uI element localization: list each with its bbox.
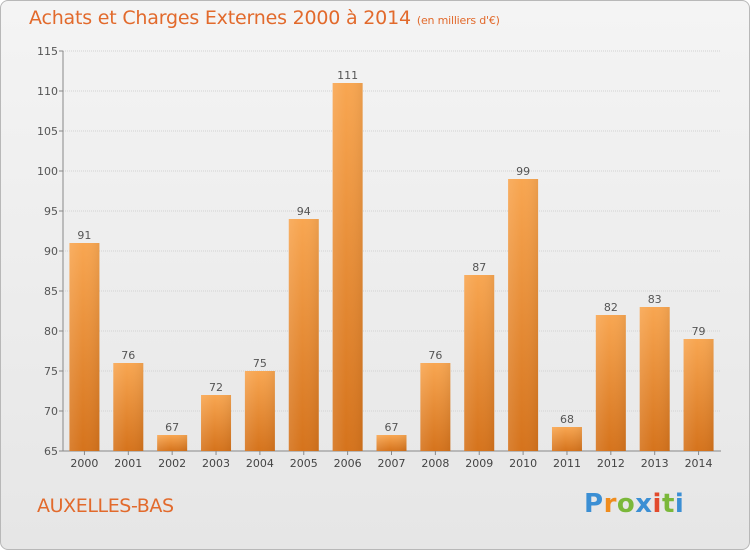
bar-sheen — [244, 371, 275, 451]
y-tick-label: 65 — [44, 445, 58, 458]
title-unit: (en milliers d'€) — [416, 14, 500, 27]
bar-sheen — [595, 315, 626, 451]
chart-title: Achats et Charges Externes 2000 à 2014 (e… — [29, 7, 500, 29]
bar-value-label: 75 — [253, 357, 267, 370]
bar-value-label: 91 — [77, 229, 91, 242]
bar-sheen — [376, 435, 407, 451]
proxiti-logo[interactable]: Proxiti — [584, 489, 684, 519]
x-tick-label: 2004 — [246, 457, 274, 470]
labels: 91 2000 76 2001 67 2002 72 2003 75 2004 94 2005 111 2… — [70, 69, 712, 470]
y-tick-label: 95 — [44, 205, 58, 218]
y-tick-label: 110 — [37, 85, 58, 98]
x-tick-label: 2010 — [509, 457, 537, 470]
x-tick-label: 2007 — [378, 457, 406, 470]
bar-value-label: 94 — [297, 205, 311, 218]
bar-sheen — [157, 435, 188, 451]
x-tick-label: 2011 — [553, 457, 581, 470]
logo-letter: P — [584, 489, 604, 519]
bar-sheen — [332, 83, 363, 451]
y-tick-label: 85 — [44, 285, 58, 298]
bar-value-label: 87 — [472, 261, 486, 274]
bar-sheen — [683, 339, 714, 451]
bar-sheen — [464, 275, 495, 451]
y-tick-label: 70 — [44, 405, 58, 418]
x-tick-label: 2000 — [70, 457, 98, 470]
x-tick-label: 2009 — [465, 457, 493, 470]
bar-value-label: 68 — [560, 413, 574, 426]
logo-letter: x — [635, 489, 653, 519]
bar-sheen — [288, 219, 319, 451]
title-text: Achats et Charges Externes 2000 à 2014 — [29, 7, 411, 29]
logo-letter: t — [661, 489, 675, 519]
bar-value-label: 83 — [648, 293, 662, 306]
bar-sheen — [420, 363, 451, 451]
x-tick-label: 2003 — [202, 457, 230, 470]
x-tick-label: 2001 — [114, 457, 142, 470]
bar-value-label: 72 — [209, 381, 223, 394]
x-tick-label: 2012 — [597, 457, 625, 470]
bar-value-label: 79 — [692, 325, 706, 338]
x-tick-label: 2008 — [421, 457, 449, 470]
y-tick-label: 75 — [44, 365, 58, 378]
x-tick-label: 2013 — [641, 457, 669, 470]
x-tick-label: 2006 — [334, 457, 362, 470]
x-tick-label: 2014 — [685, 457, 713, 470]
bar-sheen — [201, 395, 232, 451]
logo-letter: r — [603, 489, 617, 519]
bar-sheen — [551, 427, 582, 451]
bar-sheen — [113, 363, 144, 451]
bar-value-label: 67 — [165, 421, 179, 434]
logo-letter: i — [652, 489, 662, 519]
bar-sheen — [639, 307, 670, 451]
bar-value-label: 82 — [604, 301, 618, 314]
bar-value-label: 76 — [121, 349, 135, 362]
y-tick-label: 80 — [44, 325, 58, 338]
commune-name: AUXELLES-BAS — [37, 495, 174, 517]
logo-letter: i — [674, 489, 685, 519]
y-tick-label: 100 — [37, 165, 58, 178]
y-tick-label: 115 — [37, 45, 58, 58]
bar-sheen — [508, 179, 539, 451]
bars — [69, 83, 714, 451]
bar-value-label: 76 — [428, 349, 442, 362]
x-tick-label: 2002 — [158, 457, 186, 470]
y-tick-label: 105 — [37, 125, 58, 138]
bar-value-label: 99 — [516, 165, 530, 178]
logo-letter: o — [616, 489, 636, 519]
bar-value-label: 111 — [337, 69, 358, 82]
x-tick-label: 2005 — [290, 457, 318, 470]
bar-value-label: 67 — [385, 421, 399, 434]
y-tick-label: 90 — [44, 245, 58, 258]
bar-sheen — [69, 243, 100, 451]
